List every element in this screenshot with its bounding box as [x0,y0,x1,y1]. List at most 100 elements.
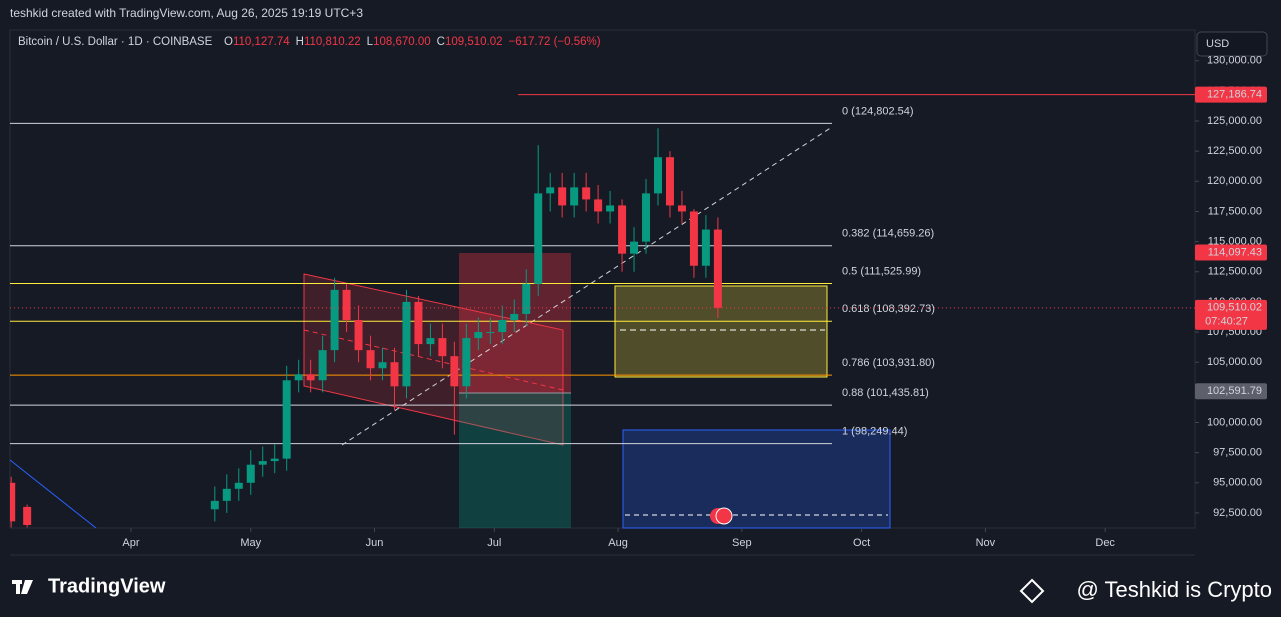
ohlc-value: 110,127.74 [233,36,290,48]
y-tick-label: 97,500.00 [1213,447,1262,459]
brand: TradingView [48,575,166,597]
author: @ Teshkid is Crypto [1076,577,1272,602]
ohlc-key: O [224,36,233,48]
candle-body [222,488,231,501]
candle-body [582,187,591,200]
candle-body [618,205,627,254]
candle-body [570,187,579,206]
x-tick-label: Dec [1095,537,1115,549]
candle-body [342,289,351,320]
ohlc-legend: O110,127.74 H110,810.22 L108,670.00 C109,51… [224,36,601,48]
candle-body [306,374,315,381]
fib-label: 1 (98,249.44) [842,426,907,438]
x-tick-label: Aug [608,537,628,549]
candle-body [414,301,423,345]
channel [303,273,564,446]
ohlc: O110,127.74 H110,810.22 L108,670.00 C109,51… [224,36,601,48]
candle-body [498,319,507,333]
trend-line [341,126,833,446]
author-icon [1019,578,1045,604]
candle-body [294,374,303,381]
candle-body [594,199,603,212]
y-tick-label: 125,000.00 [1207,115,1262,127]
price-tag-label: 127,186.74 [1207,89,1262,101]
candle-body [426,338,435,345]
price-tag-label: 102,591.79 [1207,385,1262,397]
fib-label: 0.88 (101,435.81) [842,387,929,399]
y-tick-label: 117,500.00 [1208,205,1262,217]
fib-label: 0.618 (108,392.73) [842,303,935,315]
candle-body [558,187,567,206]
ohlc-change: −617.72 (−0.56%) [509,36,601,48]
trend-line-old [9,459,97,529]
x-tick-label: Oct [853,537,870,549]
logo [12,580,33,594]
candles [10,128,722,528]
candle-body [677,205,686,212]
price-tag-label: 114,097.43 [1208,246,1262,258]
candle-body [282,380,291,459]
candle-body [258,461,267,465]
candle-body [630,241,639,254]
candle-body [474,332,483,339]
candle-body [606,205,615,212]
countdown: 07:40:27 [1205,316,1248,328]
fib-label: 0 (124,802.54) [842,105,914,117]
demand-zone [622,429,891,529]
short-zone [459,253,571,393]
candle-body [270,458,279,462]
candle-body [10,482,16,522]
candle-body [378,362,387,369]
x-tick-label: Nov [976,537,996,549]
candle-body [390,362,399,387]
candle-body [546,187,555,194]
ohlc-key: H [296,36,304,48]
x-tick-label: Apr [122,537,139,549]
price-tag [1195,86,1267,103]
candle-body [462,338,471,387]
candle-body [366,350,375,369]
currency-button[interactable] [1196,31,1268,57]
candle-body [701,229,710,266]
candle-body [23,506,32,525]
symbol: Bitcoin / U.S. Dollar · 1D · COINBASE [18,36,213,48]
plot-area [9,29,1196,529]
candle-body [438,338,447,357]
candle-body [642,193,651,242]
candle-body [522,283,531,314]
candle-body [653,157,662,194]
candle-body [534,193,543,284]
price-tag-label: 109,510.02 [1207,302,1262,314]
y-tick-label: 122,500.00 [1207,145,1262,157]
candle-body [510,313,519,320]
x-tick-label: May [240,537,261,549]
candle-body [330,289,339,351]
currency[interactable]: USD [1206,38,1229,50]
y-tick-label: 100,000.00 [1207,416,1262,428]
candle-body [210,500,219,510]
event-icon [715,507,733,525]
candle-body [354,319,363,351]
candle-body [234,482,243,489]
y-tick-label: 95,000.00 [1213,477,1262,489]
y-tick-label: 92,500.00 [1213,507,1262,519]
target-zone [459,393,571,528]
credit: teshkid created with TradingView.com, Au… [10,6,363,20]
x-tick-label: Jun [366,537,384,549]
candle-body [486,332,495,334]
candle-body [402,301,411,387]
candle-body [246,464,255,483]
candle-body [713,229,722,308]
fib-label: 0.5 (111,525.99) [842,265,921,277]
candle-body [689,211,698,266]
price-tag [1195,383,1267,400]
ohlc-value: 109,510.02 [445,36,503,48]
ohlc-key: C [437,36,445,48]
candle-body [665,157,674,206]
candle-body [318,350,327,381]
x-tick-label: Jul [487,537,501,549]
ohlc-value: 108,670.00 [373,36,431,48]
price-tag [1195,299,1267,330]
